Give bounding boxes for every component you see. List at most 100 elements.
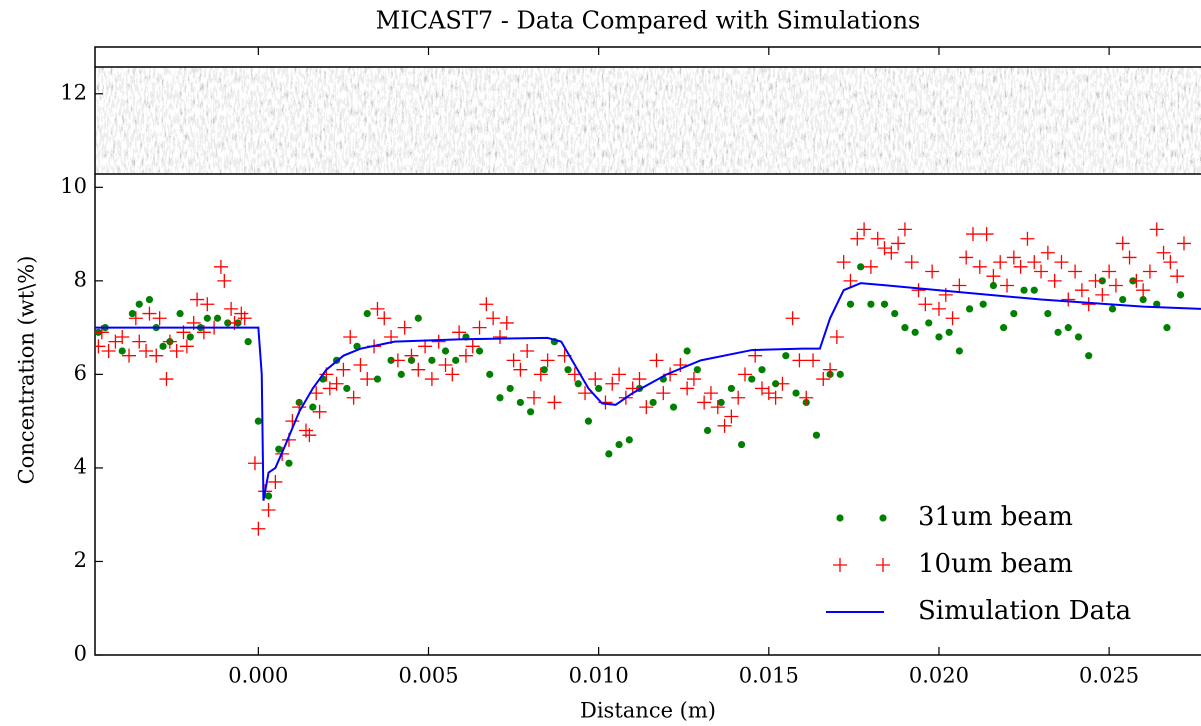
plus-marker: [843, 273, 858, 288]
plus-marker: [312, 404, 327, 419]
plus-stroke: [499, 315, 514, 330]
plus-marker: [353, 358, 368, 373]
x-axis-label: Distance (m): [580, 699, 716, 723]
plus-marker: [247, 456, 262, 471]
dot-marker: [353, 342, 361, 350]
plus-stroke: [952, 278, 967, 293]
plus-marker: [213, 259, 228, 274]
plus-stroke: [972, 259, 987, 274]
plus-stroke: [169, 344, 184, 358]
plus-marker: [703, 386, 718, 401]
plus-marker: [857, 222, 872, 237]
plus-marker: [95, 339, 106, 354]
plus-marker: [200, 297, 215, 312]
dot-marker: [792, 389, 800, 397]
plus-stroke: [884, 245, 899, 260]
dot-marker: [135, 300, 143, 308]
plus-marker: [1108, 278, 1123, 293]
plus-marker: [876, 558, 890, 572]
plus-stroke: [445, 367, 460, 382]
plus-stroke: [605, 376, 620, 391]
plus-marker: [411, 362, 426, 377]
plus-marker: [1176, 236, 1191, 251]
x-tick-label: 0.025: [1079, 664, 1139, 688]
plus-marker: [179, 339, 194, 354]
plus-marker: [952, 278, 967, 293]
plus-stroke: [843, 273, 858, 288]
plus-marker: [680, 381, 695, 396]
plus-stroke: [986, 269, 1001, 284]
plus-stroke: [697, 395, 712, 410]
plus-marker: [911, 283, 926, 298]
plus-marker: [1000, 278, 1015, 293]
dot-marker: [1074, 333, 1083, 341]
plus-marker: [891, 236, 906, 251]
plus-marker: [101, 344, 116, 358]
plus-stroke: [346, 390, 361, 405]
plus-stroke: [870, 231, 885, 246]
plus-marker: [979, 227, 994, 242]
legend: 31um beam 10um beam Simulation Data: [826, 502, 1131, 626]
plot-area: [95, 222, 1201, 536]
plus-marker: [377, 311, 392, 326]
plus-stroke: [731, 390, 746, 405]
plus-marker: [1102, 264, 1117, 279]
plus-stroke: [1156, 245, 1171, 260]
plus-marker: [268, 474, 283, 489]
axes-frame: [94, 46, 1201, 656]
plus-marker: [806, 353, 821, 368]
dot-marker: [275, 445, 283, 453]
plus-stroke: [829, 329, 844, 344]
plus-marker: [724, 409, 739, 424]
plus-marker: [686, 372, 701, 387]
plus-stroke: [336, 362, 351, 377]
dot-marker: [145, 295, 154, 304]
plus-stroke: [965, 227, 980, 242]
plus-stroke: [1013, 259, 1028, 274]
plus-marker: [547, 395, 562, 410]
plus-stroke: [261, 503, 276, 518]
dot-marker: [540, 366, 548, 374]
plus-marker: [360, 372, 375, 387]
dot-marker: [782, 352, 790, 360]
dot-marker: [397, 370, 405, 378]
plus-stroke: [850, 231, 865, 246]
plus-stroke: [1149, 222, 1164, 237]
x-tick-label: 0.005: [398, 664, 458, 688]
dot-marker: [285, 459, 293, 467]
dot-marker: [1020, 286, 1028, 294]
plus-stroke: [309, 386, 324, 401]
plus-stroke: [785, 311, 800, 326]
plus-marker: [302, 428, 317, 443]
dot-marker: [979, 300, 987, 308]
plus-marker: [1129, 273, 1144, 288]
plus-marker: [152, 311, 167, 326]
plus-stroke: [1020, 231, 1035, 246]
plus-marker: [404, 348, 419, 363]
plus-stroke: [686, 372, 701, 387]
plus-stroke: [775, 376, 790, 391]
plus-stroke: [1034, 264, 1049, 279]
plus-marker: [768, 390, 783, 405]
dot-marker: [176, 309, 184, 318]
plus-stroke: [506, 353, 521, 368]
plus-stroke: [159, 372, 174, 387]
plus-stroke: [370, 301, 385, 316]
plus-marker: [1034, 264, 1049, 279]
plus-marker: [1156, 245, 1171, 260]
y-tick-label: 0: [74, 642, 87, 666]
plus-stroke: [649, 353, 664, 368]
y-axis-label: Concentration (wt\%): [15, 256, 39, 485]
plus-stroke: [540, 353, 555, 368]
plus-stroke: [612, 367, 627, 382]
x-tick-label: 0.020: [909, 664, 969, 688]
plus-marker: [1122, 250, 1137, 265]
plus-stroke: [925, 264, 940, 279]
plus-stroke: [1006, 250, 1021, 265]
plus-stroke: [703, 386, 718, 401]
plus-stroke: [458, 348, 473, 363]
y-tick-label: 2: [74, 548, 87, 572]
plus-stroke: [1088, 273, 1103, 288]
plus-stroke: [857, 222, 872, 237]
plus-marker: [397, 320, 412, 335]
